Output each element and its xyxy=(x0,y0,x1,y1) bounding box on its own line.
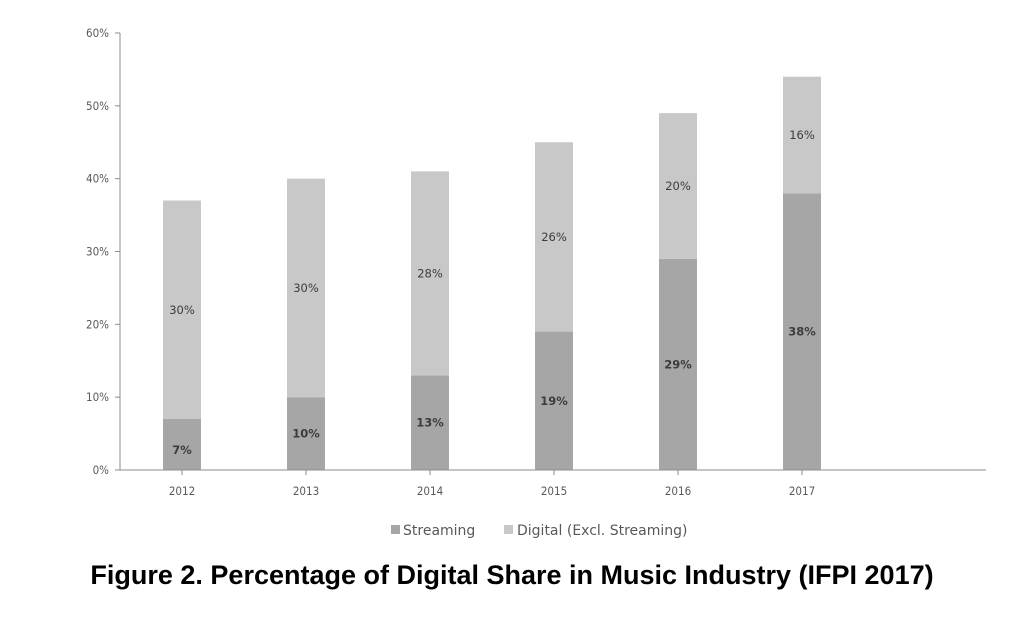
data-label-streaming-2012: 7% xyxy=(172,443,192,457)
x-tick-label-2016: 2016 xyxy=(665,484,691,498)
x-tick-label-2013: 2013 xyxy=(293,484,319,498)
y-tick-label: 0% xyxy=(93,463,110,477)
x-tick-label-2015: 2015 xyxy=(541,484,567,498)
y-tick-label: 40% xyxy=(86,172,109,186)
y-tick-label: 20% xyxy=(86,317,109,331)
bar-streaming-2012 xyxy=(163,419,201,470)
figure-caption: Figure 2. Percentage of Digital Share in… xyxy=(90,560,934,590)
data-label-streaming-2016: 29% xyxy=(664,357,692,371)
y-tick-label: 10% xyxy=(86,390,109,404)
bar-streaming-2015 xyxy=(535,331,573,470)
y-tick-label: 30% xyxy=(86,245,109,259)
data-labels: 7% 30% 10% 30% 13% 28% 19% 26% 29% 20% 38% 16% xyxy=(169,128,816,457)
data-label-streaming-2017: 38% xyxy=(788,325,816,339)
legend-label-streaming: Streaming xyxy=(403,523,475,539)
bar-digital-2017 xyxy=(783,76,821,194)
bar-series xyxy=(163,76,821,470)
bar-digital-2013 xyxy=(287,178,325,398)
x-tick-label-2012: 2012 xyxy=(169,484,195,498)
bar-streaming-2016 xyxy=(659,258,697,470)
legend-swatch-digital xyxy=(504,525,513,534)
legend-swatch-streaming xyxy=(391,525,400,534)
x-tick-label-2014: 2014 xyxy=(417,484,443,498)
bar-streaming-2017 xyxy=(783,193,821,470)
bar-streaming-2013 xyxy=(287,397,325,470)
legend-label-digital: Digital (Excl. Streaming) xyxy=(517,523,687,539)
y-tick-label: 60% xyxy=(86,26,109,40)
data-label-digital-2016: 20% xyxy=(665,179,691,193)
bar-digital-2016 xyxy=(659,113,697,259)
data-label-digital-2014: 28% xyxy=(417,266,443,280)
bar-digital-2012 xyxy=(163,200,201,420)
data-label-digital-2013: 30% xyxy=(293,281,319,295)
bar-digital-2015 xyxy=(535,142,573,332)
data-label-digital-2017: 16% xyxy=(789,128,815,142)
data-label-streaming-2015: 19% xyxy=(540,394,568,408)
bar-streaming-2014 xyxy=(411,375,449,470)
data-label-streaming-2014: 13% xyxy=(416,416,444,430)
data-label-digital-2012: 30% xyxy=(169,303,195,317)
data-label-streaming-2013: 10% xyxy=(292,427,320,441)
x-tick-label-2017: 2017 xyxy=(789,484,815,498)
bar-digital-2014 xyxy=(411,171,449,376)
legend: Streaming Digital (Excl. Streaming) xyxy=(391,523,687,539)
data-label-digital-2015: 26% xyxy=(541,230,567,244)
y-axis-ticks: 0% 10% 20% 30% 40% 50% 60% xyxy=(86,26,120,477)
y-tick-label: 50% xyxy=(86,99,109,113)
x-axis-ticks: 2012 2013 2014 2015 2016 2017 xyxy=(169,470,815,498)
